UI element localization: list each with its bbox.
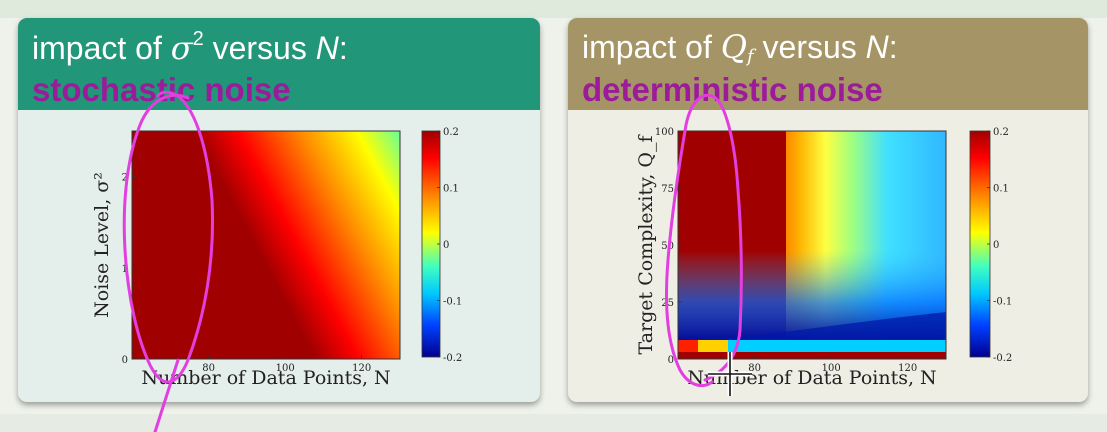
x-axis-ticks: 80 100 120 <box>748 355 917 374</box>
y-axis-label: Target Complexity, Q_f <box>635 134 657 355</box>
x-tick-label: 100 <box>822 363 841 374</box>
title-middle: versus <box>203 30 316 66</box>
y-tick-label: 0 <box>122 355 128 366</box>
deterministic-panel-subtitle: deterministic noise <box>582 71 883 108</box>
heatmap-frame <box>131 130 401 360</box>
colorbar-tick-label: 0 <box>993 240 999 251</box>
deterministic-noise-banner: impact of Qf versus N: deterministic noi… <box>568 18 1088 110</box>
colorbar-tick-label: -0.2 <box>443 353 462 364</box>
x-tick-label: 80 <box>202 363 215 374</box>
colorbar-tick-label: 0 <box>443 240 449 251</box>
x-axis-ticks: 80 100 120 <box>202 355 371 374</box>
crosshair-cursor-icon <box>708 352 752 396</box>
heatmap-dark-lobe <box>678 312 946 345</box>
deterministic-panel-title: impact of Qf versus N: <box>582 28 898 67</box>
y-tick-label: 2 <box>122 173 128 184</box>
pen-annotation-left-stroke <box>665 93 714 388</box>
y-axis-label: Noise Level, σ² <box>91 172 113 318</box>
x-tick-label: 120 <box>898 363 917 374</box>
x-axis-label: Number of Data Points, N <box>141 367 390 389</box>
sigma-exponent: 2 <box>192 28 204 50</box>
title-suffix: : <box>338 30 348 66</box>
x-tick-label: 120 <box>352 363 371 374</box>
q-glyph: Q <box>720 28 747 66</box>
qf-symbol: Qf <box>720 28 754 67</box>
colorbar-tick-label: 0.2 <box>993 127 1009 138</box>
sigma-glyph: σ <box>170 29 193 67</box>
pen-annotation-tail <box>153 358 180 432</box>
title-n: N <box>865 29 889 65</box>
y-tick-label: 100 <box>655 127 674 138</box>
title-prefix: impact of <box>582 29 721 65</box>
colorbar-tick-label: 0.1 <box>993 184 1009 195</box>
y-tick-label: 75 <box>661 184 674 195</box>
stochastic-panel-title: impact of σ2 versus N: <box>32 28 348 67</box>
title-suffix: : <box>888 29 898 65</box>
y-axis-ticks: 0 1 2 <box>122 173 136 366</box>
bottom-strip <box>0 414 1107 432</box>
heatmap-bottom-edge <box>678 352 946 359</box>
colorbar-tick-label: 0.1 <box>443 184 459 195</box>
sigma-symbol: σ2 <box>170 28 204 67</box>
colorbar-tick-label: 0.2 <box>443 127 459 138</box>
colorbar-tick-label: -0.1 <box>993 297 1012 308</box>
y-tick-label: 50 <box>661 241 674 252</box>
stochastic-noise-heatmap: 80 100 120 0 1 2 Number of Data Points, N No… <box>91 127 462 389</box>
top-strip <box>0 0 1107 18</box>
title-prefix: impact of <box>32 30 171 66</box>
stochastic-panel-subtitle: stochastic noise <box>32 71 291 108</box>
title-middle: versus <box>753 29 866 65</box>
y-tick-label: 0 <box>668 355 674 366</box>
x-tick-label: 80 <box>748 363 761 374</box>
colorbar-ticks: 0.2 0.1 0 -0.1 -0.2 <box>987 127 1012 364</box>
q-subscript: f <box>746 46 754 67</box>
colorbar-tick-label: -0.1 <box>443 297 462 308</box>
x-axis-label: Number of Data Points, N <box>687 367 936 389</box>
colorbar-tick-label: -0.2 <box>993 353 1012 364</box>
title-n: N <box>315 30 339 66</box>
y-tick-label: 1 <box>122 264 128 275</box>
stochastic-noise-banner: impact of σ2 versus N: stochastic noise <box>18 18 540 110</box>
colorbar-ticks: 0.2 0.1 0 -0.1 -0.2 <box>437 127 462 364</box>
x-tick-label: 100 <box>276 363 295 374</box>
